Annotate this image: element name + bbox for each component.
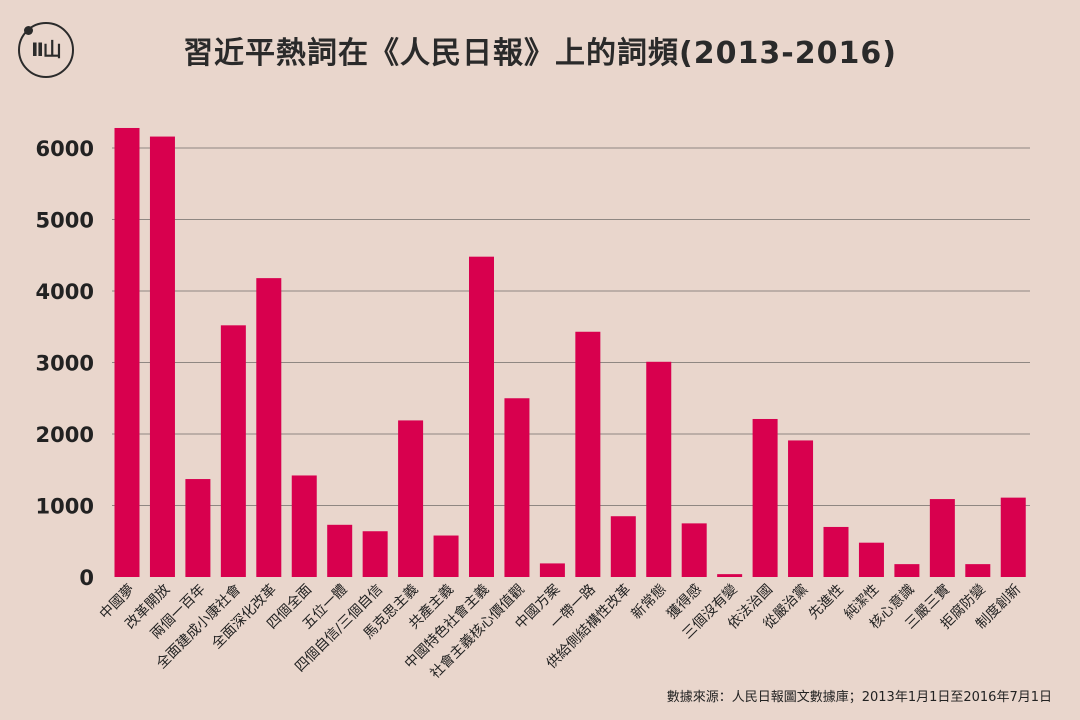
bar (114, 127, 140, 577)
bar (291, 475, 317, 577)
bar (681, 523, 707, 577)
bar (788, 440, 814, 577)
bar (398, 420, 424, 577)
bar (610, 516, 636, 577)
bar (469, 256, 494, 577)
bar (433, 535, 459, 577)
bar (894, 564, 920, 577)
brand-logo: Ⅱ山 (18, 22, 74, 78)
x-tick-label: 新常態 (629, 582, 670, 623)
bar (149, 136, 175, 577)
bar (646, 361, 672, 577)
bar (504, 398, 530, 577)
y-tick-label: 6000 (36, 137, 94, 161)
bar (752, 418, 778, 577)
bar (362, 531, 388, 577)
logo-mark: Ⅱ山 (31, 39, 62, 61)
bar (717, 574, 743, 577)
bar (220, 325, 246, 577)
bar (1000, 497, 1026, 577)
bar (327, 524, 353, 577)
chart-title: 習近平熱詞在《人民日報》上的詞頻(2013-2016) (183, 36, 897, 71)
y-tick-label: 0 (79, 566, 94, 590)
bar (185, 479, 211, 577)
bar (256, 278, 282, 577)
bar (929, 499, 955, 577)
y-tick-label: 3000 (36, 352, 94, 376)
x-tick-label: 先進性 (806, 582, 847, 623)
y-tick-label: 5000 (36, 209, 94, 233)
y-tick-label: 4000 (36, 280, 94, 304)
y-tick-label: 2000 (36, 423, 94, 447)
bar (858, 542, 884, 577)
source-note: 數據來源：人民日報圖文數據庫；2013年1月1日至2016年7月1日 (666, 690, 1052, 705)
bar (575, 331, 601, 577)
logo-dot (24, 26, 33, 35)
bar (823, 526, 849, 577)
y-tick-label: 1000 (36, 495, 94, 519)
bar (539, 563, 565, 577)
bar (965, 564, 991, 577)
